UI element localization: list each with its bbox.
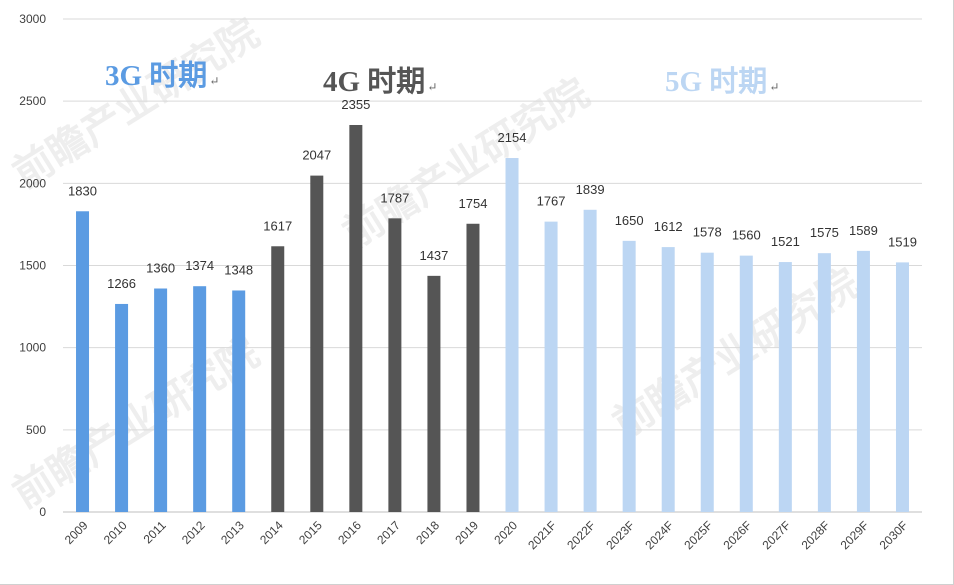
era-label-5g-mark: ↵: [769, 80, 780, 94]
data-label-2024F: 1612: [654, 219, 683, 234]
data-label-2016: 2355: [341, 97, 370, 112]
bar-2023F: [622, 240, 636, 512]
bar-2018: [427, 275, 441, 512]
data-label-2015: 2047: [302, 148, 331, 163]
bar-2012: [193, 286, 207, 512]
x-tick-label: 2018: [413, 518, 442, 547]
era-label-3g-mark: ↵: [209, 74, 220, 88]
y-tick-label: 2000: [19, 176, 46, 190]
x-tick-label: 2023F: [603, 518, 637, 552]
data-label-2009: 1830: [68, 183, 97, 198]
era-label-5g: 5G 时期 ↵: [665, 58, 779, 100]
data-label-2019: 1754: [459, 196, 488, 211]
y-tick-label: 3000: [19, 12, 46, 26]
x-tick-label: 2017: [374, 518, 403, 547]
y-tick-label: 0: [39, 505, 46, 519]
era-label-4g: 4G 时期 ↵: [323, 58, 437, 100]
x-tick-label: 2028F: [799, 518, 833, 552]
x-tick-label: 2026F: [720, 518, 754, 552]
data-label-2011: 1360: [146, 261, 175, 276]
bar-2016: [349, 124, 363, 513]
data-label-2025F: 1578: [693, 225, 722, 240]
data-label-2018: 1437: [419, 248, 448, 263]
data-label-2020: 2154: [498, 130, 527, 145]
x-tick-label: 2024F: [642, 518, 676, 552]
bar-2024F: [661, 247, 675, 512]
bar-2021F: [544, 221, 558, 513]
y-tick-label: 500: [26, 423, 46, 437]
x-tick-label: 2015: [296, 518, 325, 547]
bar-2017: [388, 218, 402, 512]
x-tick-label: 2025F: [681, 518, 715, 552]
data-label-2021F: 1767: [537, 194, 566, 209]
era-label-5g-text: 5G 时期: [665, 66, 768, 98]
bar-2026F: [739, 255, 753, 512]
x-tick-label: 2016: [335, 518, 364, 547]
data-label-2027F: 1521: [771, 234, 800, 249]
y-tick-label: 1500: [19, 259, 46, 273]
data-label-2017: 1787: [380, 190, 409, 205]
x-tick-label: 2013: [218, 518, 247, 547]
bar-2028F: [817, 253, 831, 513]
x-tick-label: 2029F: [838, 518, 872, 552]
data-label-2029F: 1589: [849, 223, 878, 238]
y-tick-label: 2500: [19, 94, 46, 108]
era-label-3g-text: 3G 时期: [105, 60, 208, 92]
x-tick-label: 2019: [452, 518, 481, 547]
x-tick-label: 2014: [257, 518, 286, 547]
data-label-2026F: 1560: [732, 228, 761, 243]
bar-2011: [154, 288, 168, 512]
bar-2020: [505, 158, 519, 512]
data-label-2028F: 1575: [810, 225, 839, 240]
bar-2015: [310, 175, 324, 512]
y-tick-label: 1000: [19, 341, 46, 355]
x-tick-label: 2009: [62, 518, 91, 547]
data-label-2012: 1374: [185, 258, 214, 273]
x-tick-label: 2012: [179, 518, 208, 547]
bar-2019: [466, 223, 480, 512]
bar-2013: [232, 290, 246, 512]
bar-2027F: [778, 262, 792, 512]
x-tick-label: 2022F: [564, 518, 598, 552]
bar-2010: [115, 303, 129, 512]
x-tick-label: 2020: [491, 518, 520, 547]
data-label-2030F: 1519: [888, 234, 917, 249]
era-label-3g: 3G 时期 ↵: [105, 52, 219, 94]
x-tick-label: 2010: [101, 518, 130, 547]
data-label-2013: 1348: [224, 262, 253, 277]
data-label-2023F: 1650: [615, 213, 644, 228]
era-label-4g-mark: ↵: [427, 80, 438, 94]
bar-2025F: [700, 252, 714, 512]
bar-2030F: [895, 262, 909, 512]
bar-2009: [76, 211, 90, 512]
data-label-2014: 1617: [263, 218, 292, 233]
data-label-2010: 1266: [107, 276, 136, 291]
bar-2022F: [583, 209, 597, 512]
x-tick-label: 2011: [141, 518, 169, 546]
era-label-4g-text: 4G 时期: [323, 66, 426, 98]
bar-2014: [271, 246, 285, 512]
data-label-2022F: 1839: [576, 182, 605, 197]
bar-2029F: [856, 250, 870, 512]
x-tick-label: 2027F: [759, 518, 793, 552]
x-tick-label: 2030F: [877, 518, 911, 552]
x-tick-label: 2021F: [525, 518, 559, 552]
